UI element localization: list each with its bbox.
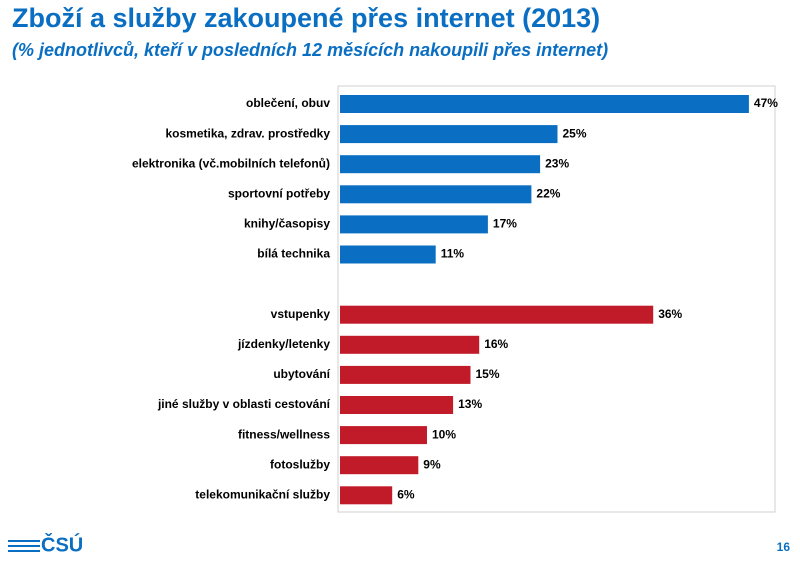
bar: [340, 155, 541, 174]
value-label: 36%: [658, 307, 682, 321]
bar: [340, 185, 532, 204]
logo: ČSÚ: [8, 532, 83, 556]
category-label: telekomunikační služby: [195, 487, 330, 501]
category-label: bílá technika: [257, 247, 330, 261]
category-label: knihy/časopisy: [244, 217, 330, 231]
bar: [340, 335, 480, 354]
category-label: vstupenky: [271, 307, 331, 321]
bar: [340, 365, 471, 384]
bar: [340, 396, 454, 414]
value-label: 9%: [423, 457, 441, 471]
category-label: fotoslužby: [270, 457, 330, 471]
value-label: 6%: [397, 487, 415, 501]
bar: [340, 426, 427, 445]
category-label: fitness/wellness: [238, 427, 330, 441]
chart-subtitle: (% jednotlivců, kteří v posledních 12 mě…: [12, 40, 608, 60]
category-label: jiné služby v oblasti cestování: [157, 397, 331, 411]
value-label: 17%: [493, 217, 517, 231]
category-label: kosmetika, zdrav. prostředky: [165, 126, 330, 140]
logo-text: ČSÚ: [41, 532, 83, 556]
value-label: 22%: [536, 186, 560, 200]
category-label: elektronika (vč.mobilních telefonů): [132, 156, 330, 170]
value-label: 23%: [545, 156, 569, 170]
value-label: 47%: [754, 96, 778, 110]
page-number: 16: [777, 540, 791, 554]
plot-frame: [337, 85, 776, 513]
bar: [340, 486, 393, 505]
value-label: 16%: [484, 337, 508, 351]
category-label: oblečení, obuv: [246, 96, 330, 110]
bar: [340, 305, 654, 324]
category-label: ubytování: [273, 367, 330, 381]
value-label: 13%: [458, 397, 482, 411]
category-label: jízdenky/letenky: [237, 337, 330, 351]
value-label: 11%: [441, 247, 465, 261]
bar: [340, 215, 488, 234]
value-label: 10%: [432, 427, 456, 441]
bar: [340, 456, 419, 475]
category-label: sportovní potřeby: [228, 186, 330, 200]
value-label: 15%: [476, 367, 500, 381]
bar: [340, 245, 436, 264]
bar: [340, 95, 749, 113]
chart-title: Zboží a služby zakoupené přes internet (…: [12, 3, 600, 33]
bar: [340, 125, 558, 144]
value-label: 25%: [563, 126, 587, 140]
